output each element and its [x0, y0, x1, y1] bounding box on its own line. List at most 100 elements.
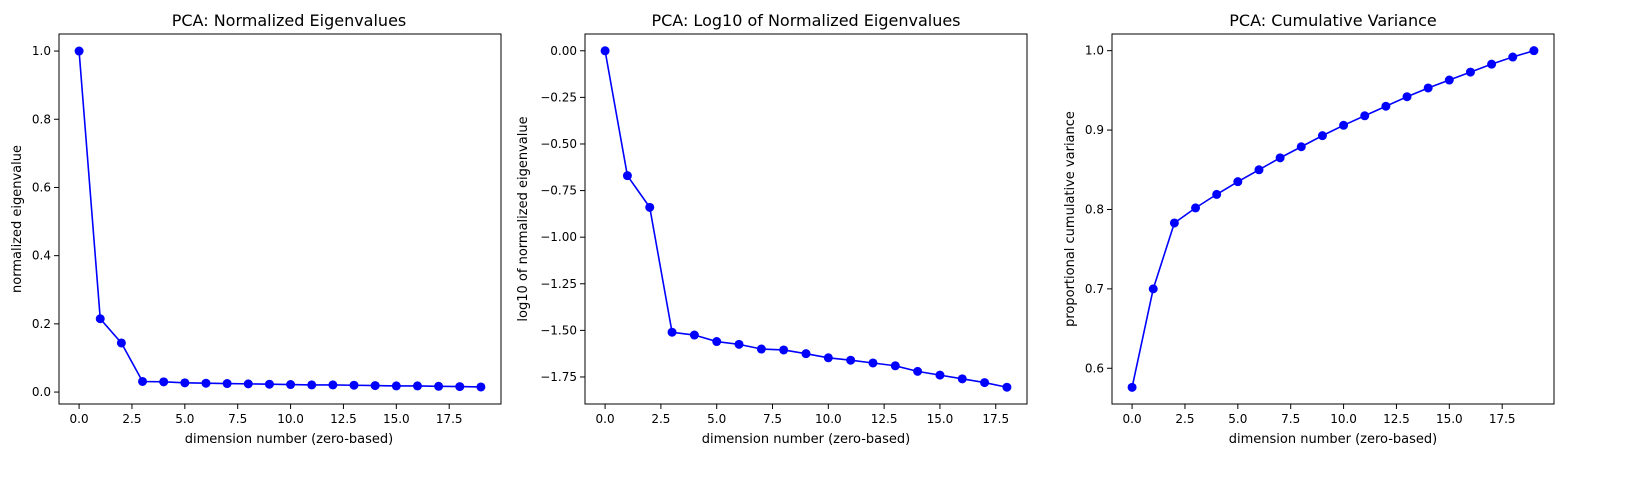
series-line [1131, 49, 1535, 388]
data-point [1444, 75, 1454, 85]
y-tick-label: 0.6 [32, 180, 51, 194]
data-point [1148, 284, 1158, 294]
x-tick-label: 17.5 [436, 412, 463, 426]
data-point [1381, 101, 1391, 111]
data-point [1508, 52, 1518, 62]
chart-panel-log10: PCA: Log10 of Normalized Eigenvalues dim… [516, 11, 1028, 447]
chart-title: PCA: Log10 of Normalized Eigenvalues [651, 11, 960, 30]
data-point [1002, 382, 1012, 392]
x-tick-label: 15.0 [927, 412, 954, 426]
x-tick-label: 2.5 [122, 412, 141, 426]
data-point [1169, 218, 1179, 228]
data-point [412, 381, 422, 391]
data-point [600, 46, 610, 56]
data-point [1402, 92, 1412, 102]
data-point [116, 338, 126, 348]
y-tick-label: 0.8 [32, 112, 51, 126]
y-tick-label: 0.00 [550, 44, 577, 58]
data-point [712, 337, 722, 347]
x-axis-label: dimension number (zero-based) [702, 432, 911, 447]
data-point [779, 345, 789, 355]
data-point [180, 378, 190, 388]
data-point [476, 382, 486, 392]
data-point [890, 361, 900, 371]
data-point [667, 327, 677, 337]
data-point [689, 330, 699, 340]
chart-title: PCA: Cumulative Variance [1229, 11, 1436, 30]
data-point [1275, 153, 1285, 163]
x-tick-label: 15.0 [383, 412, 410, 426]
data-point [286, 380, 296, 390]
data-point [756, 344, 766, 354]
data-point [801, 349, 811, 359]
data-point [935, 370, 945, 380]
x-tick-label: 2.5 [651, 412, 670, 426]
x-tick-label: 0.0 [596, 412, 615, 426]
data-point [159, 377, 169, 387]
data-point [846, 355, 856, 365]
y-tick-label: 0.4 [32, 249, 51, 263]
x-tick-label: 10.0 [277, 412, 304, 426]
x-tick-label: 5.0 [1228, 412, 1247, 426]
y-axis-label: proportional cumulative variance [1063, 111, 1078, 327]
y-tick-label: −1.00 [540, 230, 577, 244]
y-tick-label: 0.6 [1085, 361, 1104, 375]
y-tick-label: −0.50 [540, 137, 577, 151]
data-point [138, 376, 148, 386]
data-point [328, 380, 338, 390]
y-tick-label: 0.0 [32, 385, 51, 399]
x-axis-label: dimension number (zero-based) [185, 432, 394, 447]
data-point [1339, 120, 1349, 130]
data-point [370, 381, 380, 391]
data-point [434, 381, 444, 391]
y-tick-label: 1.0 [1085, 44, 1104, 58]
chart-panel-normalized: PCA: Normalized Eigenvalues dimension nu… [10, 11, 502, 447]
y-tick-label: −1.25 [540, 277, 577, 291]
x-tick-label: 0.0 [1123, 412, 1142, 426]
x-tick-label: 12.5 [1383, 412, 1410, 426]
x-tick-label: 12.5 [330, 412, 357, 426]
y-tick-label: 0.9 [1085, 123, 1104, 137]
data-marks: 0.0 2.5 5.0 7.5 10.0 12.5 15.0 17.5 0.6 0.7 0.8 0.9… [1085, 44, 1539, 426]
data-point [222, 379, 232, 389]
plot-area [584, 33, 1028, 405]
data-point [622, 171, 632, 181]
data-point [868, 358, 878, 368]
x-tick-label: 7.5 [763, 412, 782, 426]
data-point [1423, 83, 1433, 93]
data-marks: 0.0 2.5 5.0 7.5 10.0 12.5 15.0 17.5 0.00 −0.25 −0.… [540, 44, 1012, 426]
y-tick-label: 1.0 [32, 44, 51, 58]
y-tick-label: 0.7 [1085, 282, 1104, 296]
data-point [1233, 177, 1243, 187]
data-point [645, 202, 655, 212]
data-point [95, 314, 105, 324]
data-point [349, 380, 359, 390]
x-axis-label: dimension number (zero-based) [1229, 432, 1438, 447]
data-point [307, 380, 317, 390]
series-line [604, 50, 1008, 389]
x-tick-label: 0.0 [70, 412, 89, 426]
y-tick-label: −1.75 [540, 370, 577, 384]
data-point [1465, 67, 1475, 77]
x-tick-label: 15.0 [1436, 412, 1463, 426]
data-point [1254, 165, 1264, 175]
x-tick-label: 10.0 [1330, 412, 1357, 426]
chart-panel-cumulative: PCA: Cumulative Variance dimension numbe… [1063, 11, 1555, 447]
data-point [455, 382, 465, 392]
data-point [734, 339, 744, 349]
y-tick-label: −1.50 [540, 323, 577, 337]
data-point [980, 378, 990, 388]
plot-area [58, 33, 502, 405]
y-axis-label: normalized eigenvalue [10, 145, 25, 293]
data-point [1529, 46, 1539, 56]
series-line [78, 50, 481, 388]
data-point [201, 378, 211, 388]
data-point [1127, 382, 1137, 392]
x-tick-label: 5.0 [707, 412, 726, 426]
data-point [1487, 59, 1497, 69]
x-tick-label: 7.5 [228, 412, 247, 426]
x-tick-label: 12.5 [871, 412, 898, 426]
data-point [264, 379, 274, 389]
data-point [1317, 131, 1327, 141]
